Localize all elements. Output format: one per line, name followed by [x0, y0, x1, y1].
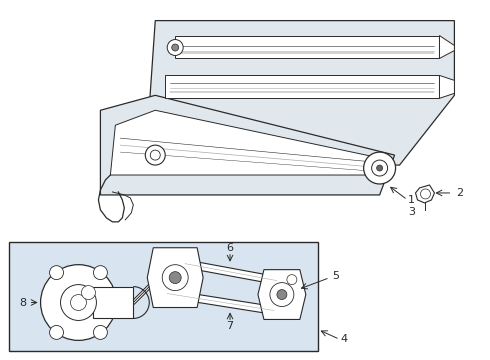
Polygon shape — [175, 36, 440, 58]
Polygon shape — [185, 260, 277, 285]
Polygon shape — [440, 75, 454, 98]
Polygon shape — [145, 21, 454, 165]
Text: 8: 8 — [19, 297, 26, 307]
Circle shape — [49, 325, 64, 339]
Circle shape — [145, 145, 165, 165]
Circle shape — [377, 165, 383, 171]
Circle shape — [270, 283, 294, 306]
Circle shape — [61, 285, 97, 320]
Polygon shape — [258, 270, 306, 319]
Polygon shape — [440, 36, 454, 58]
Polygon shape — [147, 248, 203, 307]
Polygon shape — [416, 185, 435, 203]
Text: 3: 3 — [408, 207, 415, 217]
Text: 6: 6 — [226, 243, 234, 253]
Circle shape — [49, 266, 64, 280]
Polygon shape — [165, 75, 440, 98]
Circle shape — [162, 265, 188, 291]
Polygon shape — [167, 289, 274, 315]
Circle shape — [81, 285, 96, 300]
Circle shape — [169, 272, 181, 284]
Circle shape — [172, 44, 179, 51]
Circle shape — [277, 289, 287, 300]
Circle shape — [420, 189, 431, 199]
Text: 2: 2 — [456, 188, 463, 198]
Text: 1: 1 — [408, 195, 415, 205]
Text: 7: 7 — [226, 321, 234, 332]
Circle shape — [364, 152, 395, 184]
Circle shape — [71, 294, 86, 310]
Circle shape — [371, 160, 388, 176]
Polygon shape — [100, 95, 394, 195]
Circle shape — [94, 325, 107, 339]
Circle shape — [150, 150, 160, 160]
Circle shape — [167, 40, 183, 55]
Circle shape — [287, 275, 297, 285]
Text: 4: 4 — [340, 334, 347, 345]
Bar — [9, 242, 318, 351]
Text: 5: 5 — [332, 271, 339, 281]
Polygon shape — [110, 110, 390, 175]
Circle shape — [41, 265, 116, 340]
Circle shape — [94, 266, 107, 280]
Polygon shape — [94, 287, 133, 319]
